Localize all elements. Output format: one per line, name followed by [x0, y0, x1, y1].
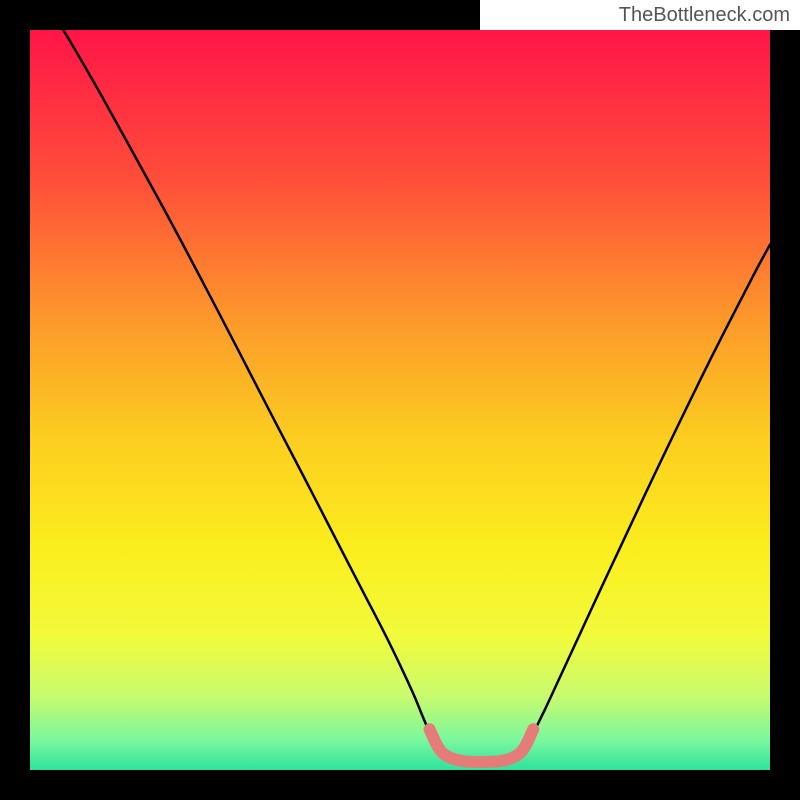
border-left — [0, 0, 30, 800]
border-right — [770, 0, 800, 800]
gradient-background — [30, 30, 770, 770]
attribution-text: TheBottleneck.com — [619, 4, 790, 27]
chart-frame: TheBottleneck.com — [0, 0, 800, 800]
bottleneck-chart — [0, 0, 800, 800]
border-bottom — [0, 770, 800, 800]
